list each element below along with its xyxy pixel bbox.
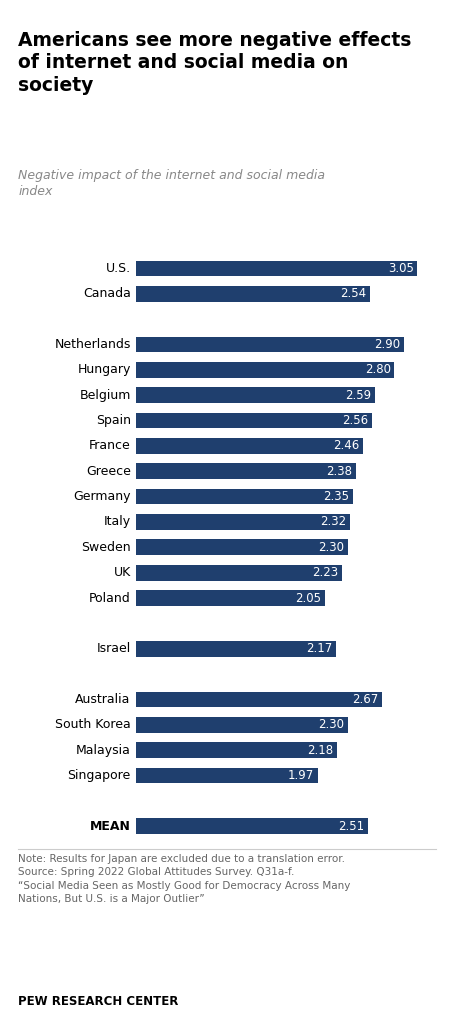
Text: 2.46: 2.46	[333, 440, 360, 452]
Text: 2.67: 2.67	[352, 693, 379, 706]
Bar	[136, 692, 382, 707]
Text: 2.30: 2.30	[319, 718, 345, 731]
Text: 2.35: 2.35	[323, 490, 349, 503]
Text: PEW RESEARCH CENTER: PEW RESEARCH CENTER	[18, 994, 178, 1008]
Bar	[136, 539, 348, 555]
Text: Netherlands: Netherlands	[54, 338, 131, 351]
Bar	[136, 362, 395, 377]
Text: Canada: Canada	[83, 287, 131, 300]
Text: 3.05: 3.05	[388, 262, 414, 275]
Text: 2.90: 2.90	[374, 338, 400, 351]
Bar	[136, 261, 418, 276]
Bar	[136, 285, 370, 302]
Text: 2.17: 2.17	[306, 642, 333, 655]
Text: 1.97: 1.97	[288, 769, 314, 782]
Text: Germany: Germany	[73, 490, 131, 503]
Text: 2.23: 2.23	[312, 566, 338, 579]
Bar	[136, 818, 368, 834]
Text: 2.05: 2.05	[296, 591, 321, 605]
Text: Hungary: Hungary	[77, 363, 131, 376]
Text: Singapore: Singapore	[67, 769, 131, 782]
Bar	[136, 590, 325, 606]
Text: 2.30: 2.30	[319, 541, 345, 553]
Text: 2.18: 2.18	[307, 744, 334, 757]
Bar	[136, 515, 350, 530]
Text: 2.32: 2.32	[321, 516, 346, 529]
Text: Belgium: Belgium	[79, 389, 131, 402]
Text: Negative impact of the internet and social media
index: Negative impact of the internet and soci…	[18, 169, 325, 197]
Bar	[136, 463, 355, 479]
Bar	[136, 489, 353, 504]
Text: Note: Results for Japan are excluded due to a translation error.
Source: Spring : Note: Results for Japan are excluded due…	[18, 854, 350, 903]
Bar	[136, 565, 342, 580]
Text: France: France	[89, 440, 131, 452]
Bar	[136, 438, 363, 454]
Text: Australia: Australia	[75, 693, 131, 706]
Text: U.S.: U.S.	[105, 262, 131, 275]
Text: 2.56: 2.56	[342, 414, 369, 427]
Text: Americans see more negative effects
of internet and social media on
society: Americans see more negative effects of i…	[18, 31, 411, 95]
Text: 2.38: 2.38	[326, 464, 352, 478]
Text: South Korea: South Korea	[55, 718, 131, 731]
Text: Israel: Israel	[96, 642, 131, 655]
Text: Italy: Italy	[104, 516, 131, 529]
Text: 2.51: 2.51	[338, 819, 364, 833]
Text: Malaysia: Malaysia	[76, 744, 131, 757]
Text: 2.80: 2.80	[365, 363, 391, 376]
Bar	[136, 388, 375, 403]
Text: Spain: Spain	[96, 414, 131, 427]
Text: Sweden: Sweden	[81, 541, 131, 553]
Bar	[136, 640, 336, 657]
Bar	[136, 767, 318, 784]
Bar	[136, 337, 404, 352]
Text: 2.54: 2.54	[340, 287, 367, 300]
Text: 2.59: 2.59	[345, 389, 371, 402]
Text: Greece: Greece	[86, 464, 131, 478]
Bar	[136, 743, 337, 758]
Bar	[136, 717, 348, 732]
Text: MEAN: MEAN	[90, 819, 131, 833]
Bar	[136, 412, 372, 429]
Text: UK: UK	[114, 566, 131, 579]
Text: Poland: Poland	[89, 591, 131, 605]
